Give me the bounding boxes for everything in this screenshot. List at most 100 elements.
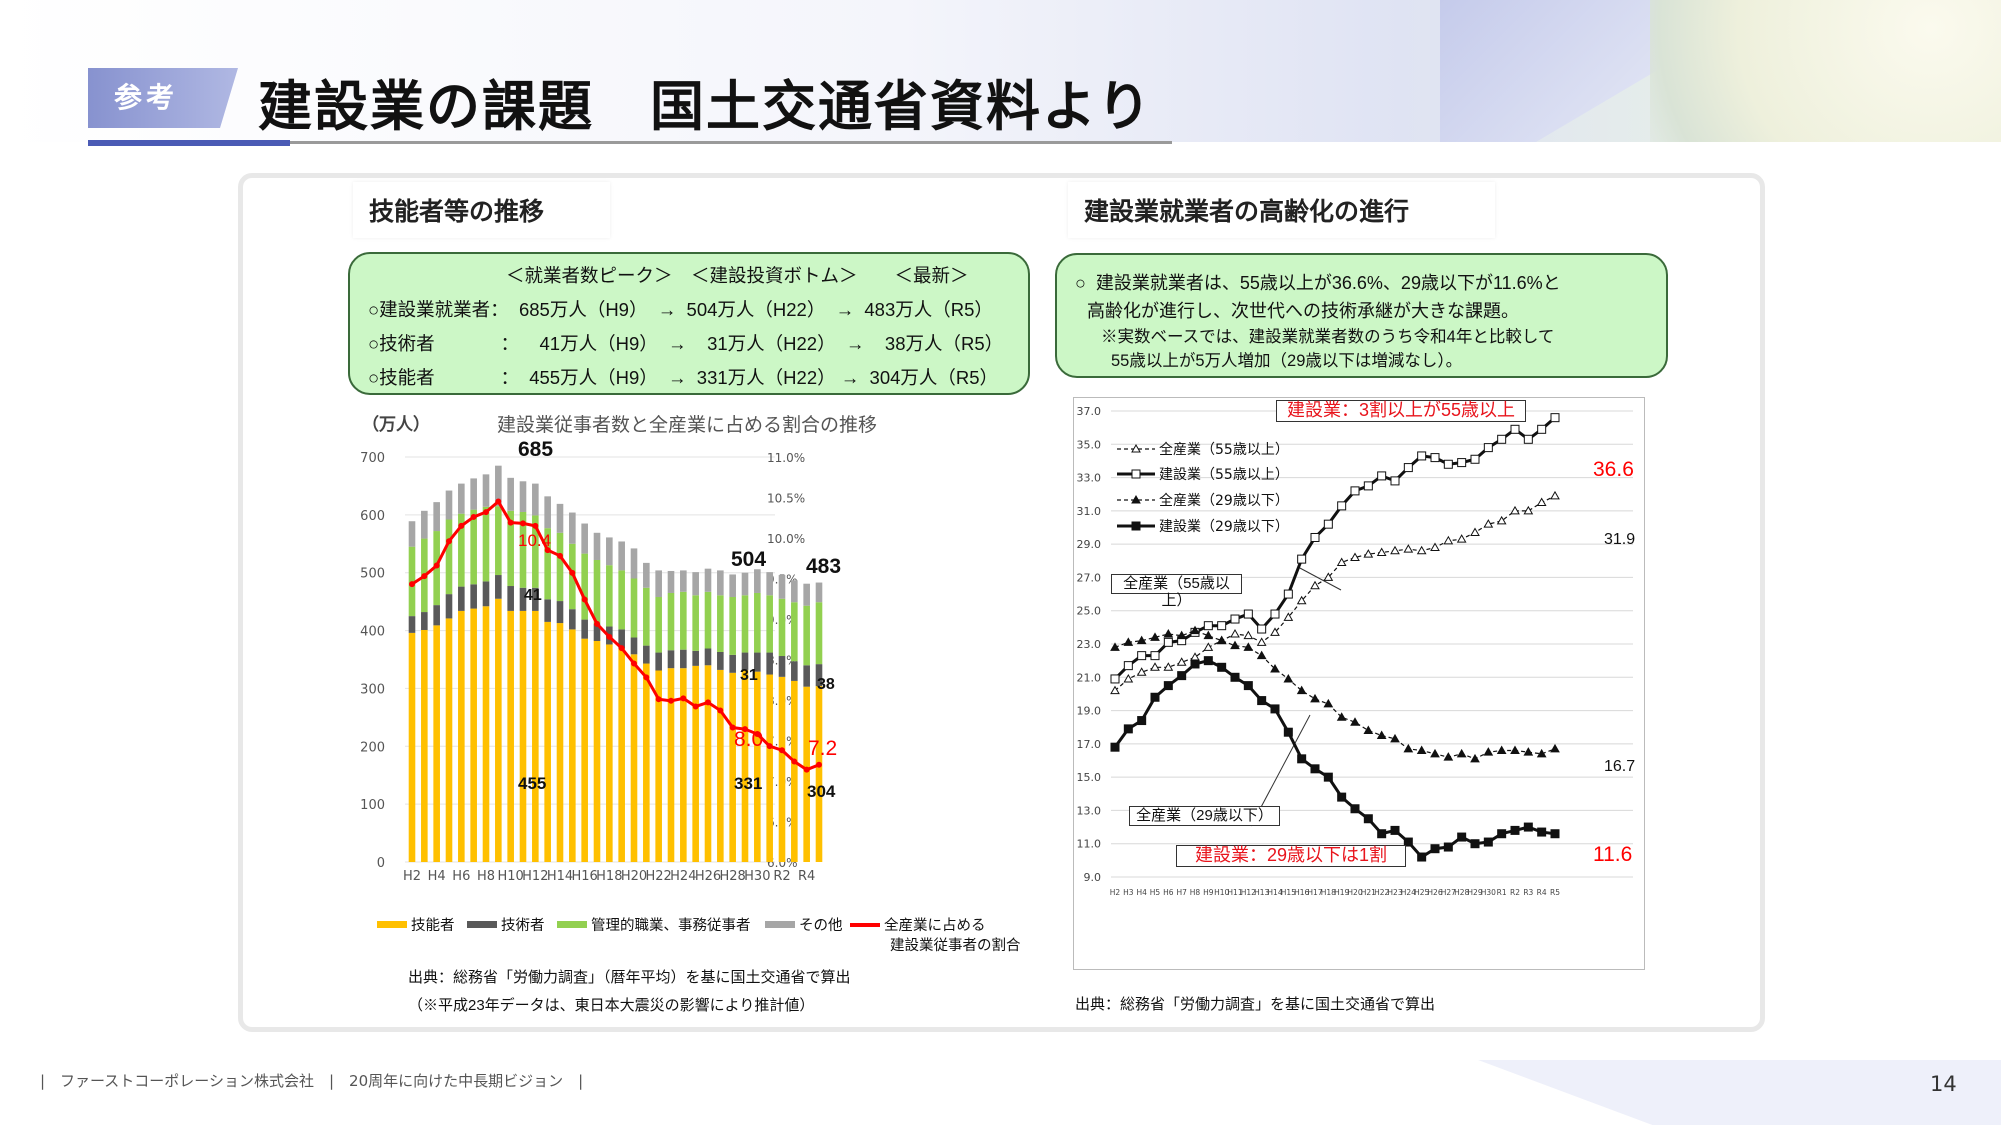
- y-tick-label: 37.0: [1077, 405, 1102, 418]
- series-marker: [1536, 748, 1547, 758]
- series-marker: [1483, 837, 1493, 847]
- callout-all-29under: 全産業（29歳以下）: [1129, 806, 1280, 826]
- label-bottom-pct: 8.0: [734, 728, 764, 751]
- summary-columns: ＜就業者数ピーク＞ ＜建設投資ボトム＞ ＜最新＞: [506, 265, 969, 286]
- share-point: [544, 547, 551, 554]
- bar-技能者: [754, 671, 761, 862]
- series-marker: [1377, 829, 1387, 839]
- bar-管理的職業、事務従事者: [692, 595, 699, 651]
- series-marker: [1430, 453, 1440, 463]
- x-tick-label: H28: [1454, 888, 1469, 897]
- y2-tick-label: 10.0%: [767, 532, 805, 546]
- series-marker: [1323, 772, 1333, 782]
- series-marker: [1163, 662, 1174, 671]
- legend-marker: [1131, 521, 1141, 531]
- legend-swatch: [557, 921, 587, 928]
- series-line-建設業（29歳以下）: [1113, 659, 1556, 859]
- share-point: [717, 707, 724, 714]
- legend-swatch: [467, 921, 497, 928]
- bar-技能者: [593, 640, 601, 862]
- share-point: [643, 674, 650, 681]
- x-tick-label: H18: [596, 869, 622, 884]
- bar-その他: [630, 548, 638, 579]
- series-marker: [1403, 544, 1414, 553]
- series-marker: [1323, 519, 1333, 529]
- bar-技能者: [643, 663, 650, 862]
- share-point: [470, 513, 477, 520]
- bar-その他: [618, 541, 625, 571]
- series-marker: [1163, 681, 1173, 691]
- series-marker: [1377, 471, 1387, 481]
- bar-その他: [717, 570, 724, 596]
- y-tick-label: 500: [360, 567, 385, 582]
- series-marker: [1270, 704, 1280, 714]
- series-marker: [1190, 625, 1200, 635]
- bar-その他: [766, 572, 773, 596]
- y-tick-label: 21.0: [1077, 671, 1102, 684]
- bar-管理的職業、事務従事者: [754, 592, 761, 653]
- bar-その他: [458, 483, 465, 514]
- series-marker: [1230, 640, 1240, 650]
- bar-その他: [556, 503, 564, 533]
- bar-管理的職業、事務従事者: [655, 597, 662, 653]
- title-underline: [88, 141, 1172, 144]
- y-tick-label: 13.0: [1077, 804, 1102, 817]
- series-marker: [1137, 651, 1147, 661]
- series-line-建設業（55歳以上）: [1113, 416, 1556, 681]
- series-marker: [1470, 839, 1480, 849]
- series-marker: [1257, 696, 1267, 706]
- x-tick-label: R2: [1510, 888, 1520, 897]
- x-tick-label: H4: [1136, 888, 1147, 897]
- share-point: [557, 552, 563, 559]
- bar-その他: [433, 502, 440, 532]
- series-marker: [1203, 642, 1214, 651]
- x-tick-label: H28: [720, 869, 746, 884]
- bar-管理的職業、事務従事者: [519, 511, 527, 588]
- series-marker: [1230, 672, 1240, 682]
- series-marker: [1510, 745, 1520, 755]
- bar-その他: [815, 582, 823, 603]
- series-marker: [1523, 434, 1533, 444]
- left-note: （※平成23年データは、東日本大震災の影響により推計値）: [408, 997, 815, 1014]
- bar-技術者: [544, 599, 551, 622]
- end-label-all-55: 31.9: [1604, 531, 1636, 548]
- x-tick-label: H7: [1176, 888, 1187, 897]
- series-marker: [1243, 609, 1253, 619]
- summary-line: 高齢化が進行し、次世代への技術承継が大きな課題。: [1087, 301, 1519, 321]
- label-latest-total: 483: [806, 555, 842, 578]
- bar-技能者: [606, 644, 613, 862]
- x-tick-label: H2: [403, 869, 421, 884]
- bar-技術者: [754, 652, 761, 672]
- series-marker: [1297, 554, 1307, 564]
- x-tick-label: H26: [695, 869, 721, 884]
- series-marker: [1123, 673, 1134, 683]
- summary-line: ※実数ベースでは、建設業就業者数のうち令和4年と比較して: [1101, 328, 1555, 346]
- bar-その他: [680, 570, 687, 592]
- legend-swatch: [765, 921, 795, 928]
- x-tick-label: H10: [1214, 888, 1229, 897]
- bar-技術者: [815, 664, 823, 687]
- y-tick-label: 19.0: [1077, 705, 1102, 718]
- legend-label: 建設業従事者の割合: [890, 938, 1021, 954]
- series-marker: [1190, 652, 1200, 661]
- legend-label: その他: [799, 918, 843, 934]
- bar-技術者: [643, 645, 650, 664]
- bar-技術者: [556, 601, 564, 624]
- bar-技能者: [408, 632, 416, 862]
- bar-その他: [655, 570, 662, 598]
- share-point: [569, 569, 576, 576]
- series-marker: [1123, 724, 1133, 734]
- bar-技術者: [778, 656, 786, 677]
- series-marker: [1550, 413, 1560, 423]
- share-point: [742, 726, 748, 733]
- x-tick-label: H10: [498, 869, 524, 884]
- y-tick-label: 23.0: [1077, 638, 1102, 651]
- share-point: [680, 695, 687, 702]
- bar-技術者: [667, 650, 675, 669]
- bar-技能者: [470, 608, 477, 862]
- series-marker: [1137, 716, 1147, 726]
- bar-技能者: [655, 670, 662, 862]
- share-point: [433, 562, 440, 569]
- bar-管理的職業、事務従事者: [741, 595, 749, 653]
- bar-技術者: [593, 623, 601, 641]
